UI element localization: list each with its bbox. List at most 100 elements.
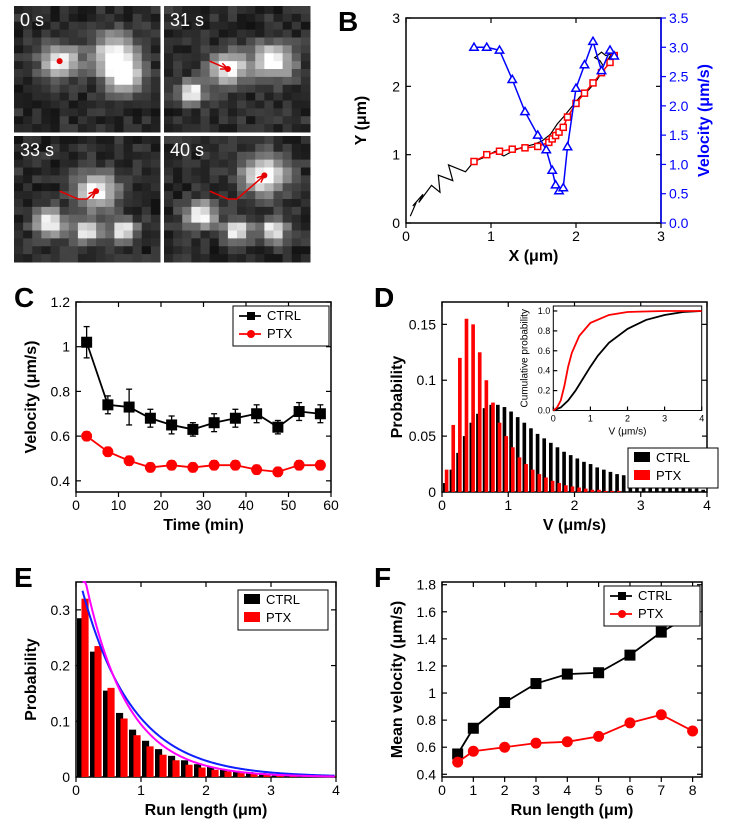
panel-F: 0 1 2 3 4 5 6 7 8 0.4 0.6 0.8 1 1.2 1.4 1.6 1.8 Run lengt… [380, 570, 725, 825]
svg-text:31 s: 31 s [170, 10, 204, 30]
svg-text:2: 2 [501, 782, 509, 798]
svg-text:CTRL: CTRL [266, 592, 300, 607]
svg-text:PTX: PTX [266, 610, 292, 625]
svg-text:3: 3 [532, 782, 540, 798]
svg-text:Cumulative probability: Cumulative probability [519, 309, 530, 407]
svg-text:60: 60 [323, 497, 339, 513]
svg-text:4: 4 [699, 414, 704, 424]
svg-text:4: 4 [703, 497, 711, 513]
svg-text:V (μm/s): V (μm/s) [609, 427, 647, 438]
svg-text:6: 6 [626, 782, 634, 798]
panel-D: 0 1 2 3 4 0 0.05 0.1 0.15 V (μm/s) Probability CTRL… [380, 290, 725, 540]
svg-text:10: 10 [111, 497, 127, 513]
svg-text:2.5: 2.5 [669, 69, 689, 85]
svg-text:0.8: 0.8 [51, 383, 71, 399]
svg-text:CTRL: CTRL [638, 588, 672, 603]
panel-C: 0 10 20 30 40 50 60 0.4 0.6 0.8 1 1.2 Time (min) Velo… [14, 290, 354, 540]
svg-text:0.4: 0.4 [417, 766, 437, 782]
svg-text:4: 4 [563, 782, 571, 798]
svg-text:1.2: 1.2 [51, 294, 71, 310]
svg-text:Mean velocity (μm/s): Mean velocity (μm/s) [389, 601, 406, 758]
svg-text:0.6: 0.6 [51, 428, 71, 444]
svg-text:1.0: 1.0 [538, 306, 551, 316]
figure-root: A0 s31 s33 s40 sB01230123X (μm)Y (μm)0.0… [0, 0, 738, 837]
svg-text:0: 0 [438, 782, 446, 798]
svg-text:1: 1 [137, 782, 145, 798]
svg-text:3: 3 [657, 228, 665, 244]
svg-text:4: 4 [332, 782, 340, 798]
svg-text:0.8: 0.8 [538, 326, 551, 336]
svg-text:0 s: 0 s [20, 10, 44, 30]
svg-text:0: 0 [72, 782, 80, 798]
svg-text:2.0: 2.0 [669, 98, 689, 114]
svg-text:0.05: 0.05 [409, 428, 436, 444]
svg-text:0: 0 [72, 497, 80, 513]
svg-text:0: 0 [438, 497, 446, 513]
svg-text:8: 8 [689, 782, 697, 798]
svg-text:0: 0 [392, 215, 400, 231]
svg-text:Time (min): Time (min) [163, 517, 244, 534]
svg-text:CTRL: CTRL [656, 450, 690, 465]
svg-text:3: 3 [392, 10, 400, 26]
svg-text:0.2: 0.2 [538, 386, 551, 396]
svg-text:2: 2 [392, 78, 400, 94]
svg-text:1: 1 [469, 782, 477, 798]
svg-text:0.4: 0.4 [51, 473, 71, 489]
panel-A: 0 s31 s33 s40 s [14, 6, 314, 264]
svg-text:0: 0 [402, 228, 410, 244]
svg-text:Run length (μm): Run length (μm) [145, 802, 268, 819]
svg-text:0.8: 0.8 [417, 712, 437, 728]
svg-text:0.6: 0.6 [417, 739, 437, 755]
svg-text:1.8: 1.8 [417, 577, 437, 593]
svg-text:1.4: 1.4 [417, 631, 437, 647]
svg-text:3: 3 [637, 497, 645, 513]
svg-text:2: 2 [202, 782, 210, 798]
svg-text:0: 0 [551, 414, 556, 424]
svg-text:1: 1 [588, 414, 593, 424]
svg-text:1.6: 1.6 [417, 604, 437, 620]
svg-text:30: 30 [196, 497, 212, 513]
svg-text:20: 20 [153, 497, 169, 513]
svg-text:40: 40 [238, 497, 254, 513]
svg-text:1: 1 [504, 497, 512, 513]
svg-text:2: 2 [571, 497, 579, 513]
svg-text:Velocity (μm/s): Velocity (μm/s) [23, 341, 40, 454]
svg-text:Y (μm): Y (μm) [353, 96, 370, 146]
svg-text:1: 1 [62, 339, 70, 355]
svg-text:1: 1 [392, 147, 400, 163]
svg-text:7: 7 [657, 782, 665, 798]
svg-text:1.5: 1.5 [669, 127, 689, 143]
panel-E: 0123400.10.20.3Run length (μm)Probabilit… [14, 570, 354, 825]
svg-text:PTX: PTX [638, 606, 664, 621]
svg-text:5: 5 [595, 782, 603, 798]
panel-B: 0 1 2 3 0 1 2 3 X (μm) Y (μm) 0.0 0.5 1.0 1.5 2.0 2.5 3.… [346, 6, 726, 271]
svg-text:PTX: PTX [656, 468, 682, 483]
svg-text:3: 3 [662, 414, 667, 424]
svg-text:3: 3 [267, 782, 275, 798]
svg-text:0.0: 0.0 [538, 406, 551, 416]
svg-text:0.5: 0.5 [669, 186, 689, 202]
svg-text:0: 0 [428, 484, 436, 500]
svg-text:3.5: 3.5 [669, 10, 689, 26]
svg-text:X (μm): X (μm) [509, 248, 559, 265]
svg-text:1.2: 1.2 [417, 658, 437, 674]
svg-text:2: 2 [625, 414, 630, 424]
svg-text:1: 1 [487, 228, 495, 244]
svg-text:Probability: Probability [23, 638, 40, 721]
svg-text:Probability: Probability [389, 356, 406, 439]
svg-text:0.15: 0.15 [409, 316, 436, 332]
svg-text:1.0: 1.0 [669, 156, 689, 172]
svg-text:1: 1 [428, 685, 436, 701]
svg-text:50: 50 [281, 497, 297, 513]
svg-text:3.0: 3.0 [669, 39, 689, 55]
svg-text:0.0: 0.0 [669, 215, 689, 231]
svg-text:2: 2 [572, 228, 580, 244]
svg-text:0.4: 0.4 [538, 366, 551, 376]
svg-text:PTX: PTX [267, 326, 293, 341]
svg-text:0.3: 0.3 [51, 602, 71, 618]
svg-text:Run length (μm): Run length (μm) [511, 802, 634, 819]
svg-text:0: 0 [62, 769, 70, 785]
svg-text:0.6: 0.6 [538, 346, 551, 356]
svg-text:33 s: 33 s [20, 140, 54, 160]
svg-text:0.1: 0.1 [417, 372, 437, 388]
